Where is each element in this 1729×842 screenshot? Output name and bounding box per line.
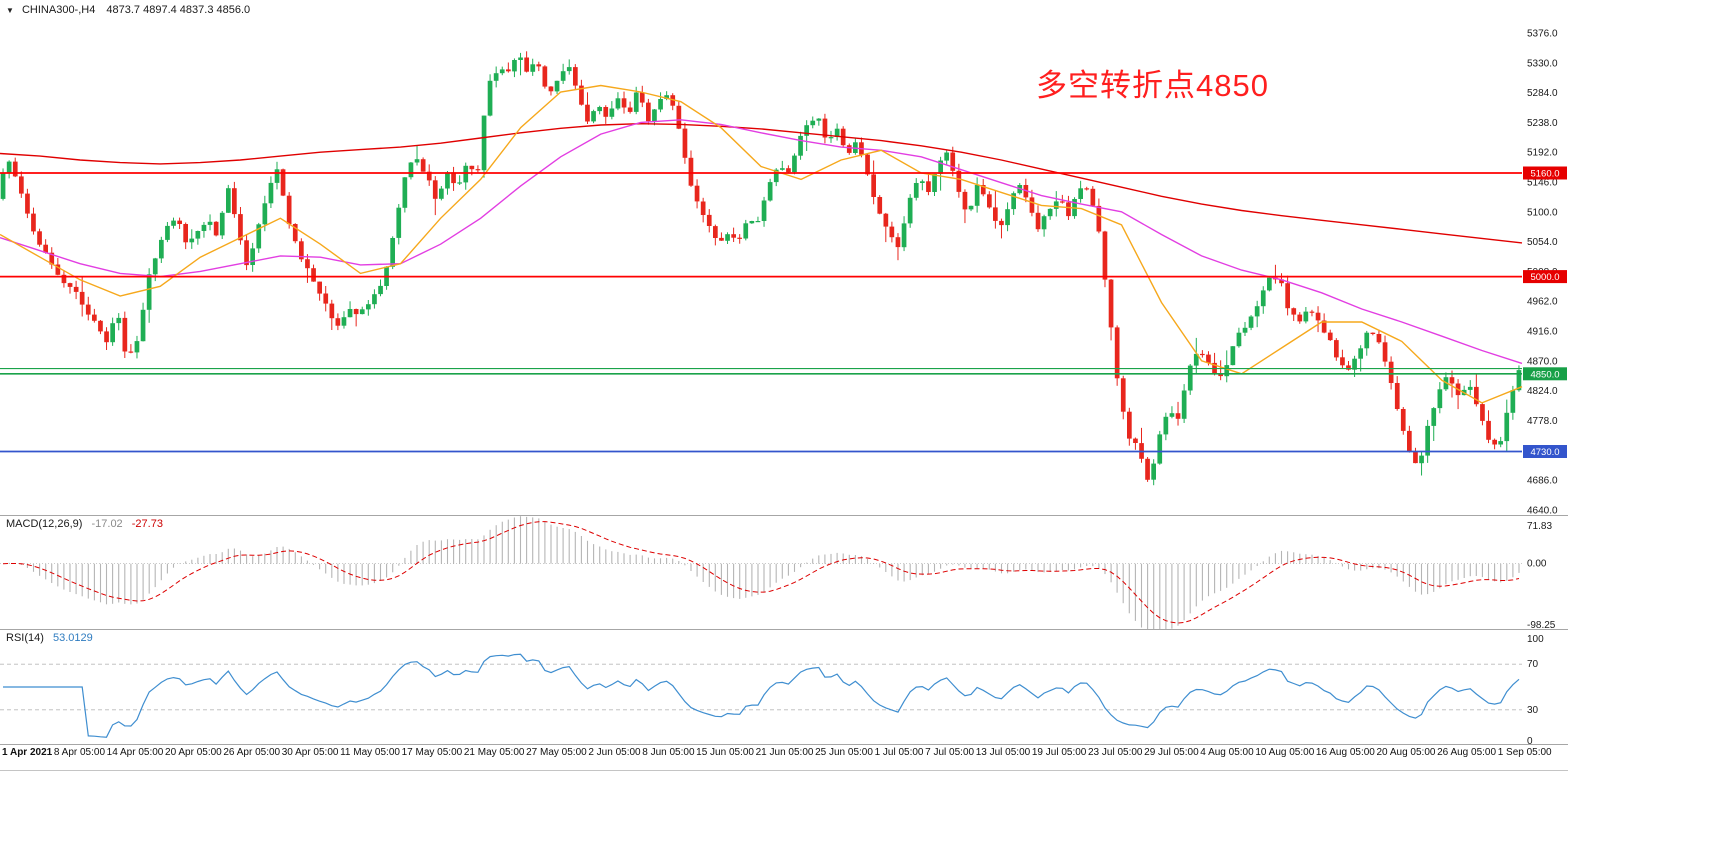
macd-axis-label: -98.25 [1527, 620, 1556, 629]
time-axis-label: 7 Jul 05:00 [925, 747, 975, 758]
price-axis-label: 5238.0 [1527, 118, 1558, 129]
time-axis-label: 8 Jun 05:00 [642, 747, 695, 758]
price-axis-label: 5100.0 [1527, 207, 1558, 218]
time-axis-label: 4 Aug 05:00 [1200, 747, 1254, 758]
time-axis-label: 21 Jun 05:00 [755, 747, 814, 758]
time-axis-label: 29 Jul 05:00 [1144, 747, 1199, 758]
rsi-panel[interactable]: 100 70 30 0 [0, 630, 1568, 744]
price-axis-label: 4962.0 [1527, 297, 1558, 308]
price-axis-label: 5192.0 [1527, 148, 1558, 159]
candlesticks [0, 51, 1522, 486]
panel-separator[interactable] [0, 515, 1568, 516]
symbol-dropdown-icon[interactable]: ▼ [6, 6, 14, 15]
rsi-line [3, 653, 1520, 738]
time-axis-label: 17 May 05:00 [401, 747, 463, 758]
price-badge-4850 [1523, 367, 1567, 381]
time-axis-label: 2 Jun 05:00 [588, 747, 641, 758]
price-badge-4730 [1523, 445, 1567, 458]
macd-axis-label: 0.00 [1527, 559, 1547, 570]
time-axis-label: 14 Apr 05:00 [106, 747, 164, 758]
macd-label: MACD(12,26,9) [6, 518, 83, 530]
ma-orange-line [0, 84, 1523, 404]
macd-signal-line [2, 521, 1520, 624]
time-axis-label: 10 Aug 05:00 [1255, 747, 1315, 758]
time-axis-label: 26 Aug 05:00 [1437, 747, 1497, 758]
price-axis-label: 5376.0 [1527, 29, 1558, 40]
main-price-chart[interactable]: 5376.0 5330.0 5284.0 5238.0 5192.0 5146.0 5100… [0, 0, 1568, 516]
time-axis-label: 20 Apr 05:00 [165, 747, 222, 758]
rsi-axis-label: 0 [1527, 736, 1533, 744]
macd-panel[interactable]: 71.83 0.00 -98.25 [0, 516, 1568, 629]
macd-signal-value: -27.73 [131, 518, 163, 530]
price-axis-label: 5146.0 [1527, 178, 1558, 189]
macd-histogram [8, 516, 1520, 629]
macd-value: -17.02 [91, 518, 123, 530]
rsi-header: RSI(14) 53.0129 [6, 632, 93, 644]
price-axis-label: 5054.0 [1527, 237, 1558, 248]
time-axis-label: 23 Jul 05:00 [1088, 747, 1143, 758]
price-badge-label: 4850.0 [1530, 369, 1559, 380]
time-axis-label: 30 Apr 05:00 [281, 747, 339, 758]
price-axis-label: 5284.0 [1527, 88, 1558, 99]
time-axis-label: 25 Jun 05:00 [815, 747, 873, 758]
time-axis-label: 13 Jul 05:00 [975, 747, 1031, 758]
price-badge-label: 5160.0 [1530, 169, 1559, 180]
rsi-label: RSI(14) [6, 632, 44, 644]
ohlc-values: 4873.7 4897.4 4837.3 4856.0 [106, 4, 251, 16]
rsi-axis-label: 100 [1527, 634, 1544, 645]
price-badge-5160 [1523, 166, 1567, 180]
annotation-text[interactable]: 多空转折点4850 [1036, 68, 1269, 103]
time-axis-label: 27 May 05:00 [526, 747, 587, 758]
time-axis-label: 1 Apr 2021 [2, 747, 53, 758]
rsi-value: 53.0129 [52, 632, 93, 644]
panel-separator[interactable] [0, 744, 1568, 745]
macd-header: MACD(12,26,9) -17.02 -27.73 [6, 518, 163, 530]
time-axis-label: 8 Apr 05:00 [53, 747, 106, 758]
ma-magenta-line [0, 119, 1523, 365]
price-axis-label: 4824.0 [1527, 386, 1558, 397]
macd-axis-label: 71.83 [1527, 521, 1552, 532]
time-axis-label: 20 Aug 05:00 [1376, 747, 1436, 758]
time-axis[interactable]: 1 Apr 2021 8 Apr 05:00 14 Apr 05:00 20 Apr … [2, 747, 1552, 758]
panel-separator[interactable] [0, 629, 1568, 630]
price-axis-label: 4916.0 [1527, 327, 1558, 338]
time-axis-label: 21 May 05:00 [463, 747, 525, 758]
bottom-separator [0, 770, 1568, 771]
time-axis-label: 11 May 05:00 [340, 747, 400, 758]
price-axis-label: 5330.0 [1527, 58, 1558, 69]
time-axis-label: 19 Jul 05:00 [1031, 747, 1087, 758]
symbol-timeframe-label: CHINA300-,H4 [21, 4, 96, 16]
time-axis-label: 15 Jun 05:00 [696, 747, 754, 758]
time-axis-label: 1 Sep 05:00 [1497, 747, 1552, 758]
price-badge-5000 [1523, 270, 1567, 284]
rsi-axis-label: 70 [1527, 659, 1539, 670]
price-axis-label: 4778.0 [1527, 416, 1558, 427]
time-axis-label: 26 Apr 05:00 [223, 747, 281, 758]
rsi-axis-label: 30 [1527, 705, 1539, 716]
price-badge-label: 5000.0 [1530, 272, 1559, 283]
time-axis-label: 16 Aug 05:00 [1315, 747, 1375, 758]
price-axis-label: 4870.0 [1527, 356, 1558, 367]
chart-header: ▼ CHINA300-,H4 4873.7 4897.4 4837.3 4856… [6, 4, 250, 16]
price-axis-label: 4640.0 [1527, 505, 1558, 516]
price-axis-label: 4686.0 [1527, 476, 1558, 487]
price-badge-label: 4730.0 [1530, 447, 1559, 458]
ma-red-line [0, 122, 1523, 244]
time-axis-label: 1 Jul 05:00 [874, 747, 924, 758]
